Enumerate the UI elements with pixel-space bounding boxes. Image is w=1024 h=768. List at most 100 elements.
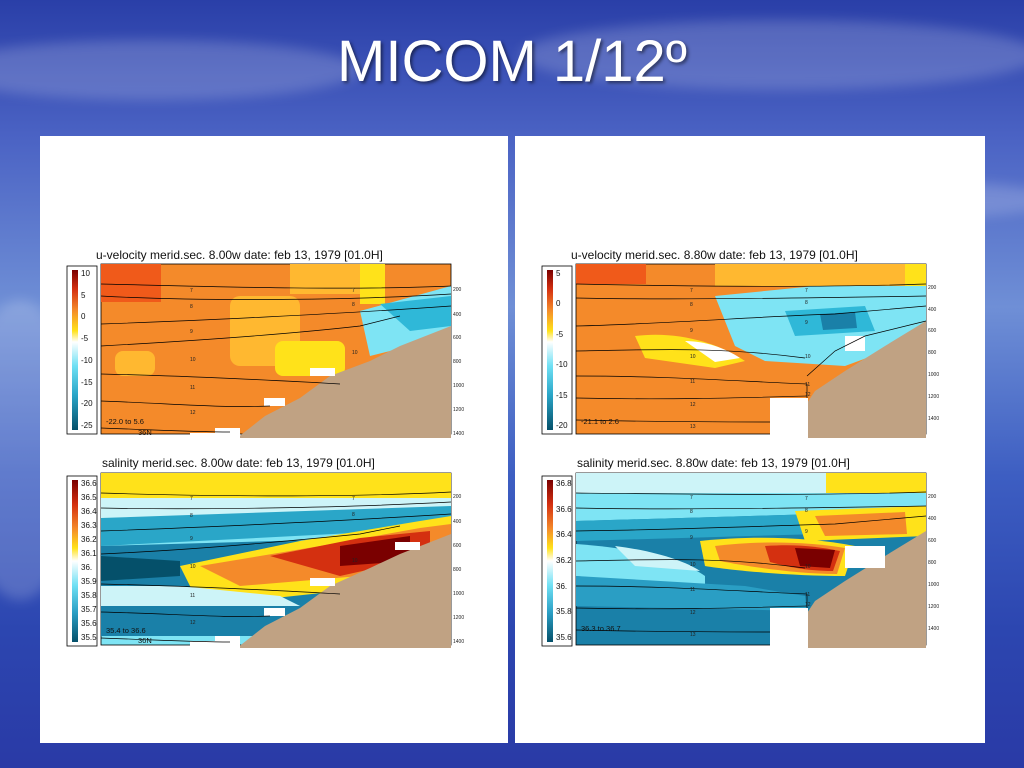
svg-text:12: 12 [690,610,696,616]
svg-text:200: 200 [928,494,937,500]
range-note: 36.3 to 36.7 [581,624,621,633]
svg-text:8: 8 [352,302,355,308]
colorbar-tick-label: 35.6 [556,633,572,642]
svg-text:400: 400 [928,516,937,522]
colorbar-tick-label: 35.6 [81,619,97,628]
svg-text:1400: 1400 [453,639,464,645]
svg-text:400: 400 [928,307,937,313]
svg-text:600: 600 [928,328,937,334]
svg-text:7: 7 [190,496,193,502]
colorbar-tick-label: 35.5 [81,633,97,642]
colorbar-tick-label: -20 [556,421,568,430]
svg-text:200: 200 [453,494,462,500]
svg-text:1400: 1400 [928,626,939,632]
colorbar-tick-label: 36.6 [556,504,572,514]
lat-label: 36N [138,428,152,437]
svg-text:1000: 1000 [453,591,464,597]
svg-text:11: 11 [690,379,695,385]
svg-text:400: 400 [453,519,462,525]
colorbar-tick-label: 36.4 [81,507,97,516]
panels-graphics-left: 7 8 9 10 11 12 7 8 10 200 400 600 800 1000 1200… [66,263,464,648]
colorbar [547,270,553,430]
svg-text:400: 400 [453,312,462,318]
colorbar-tick-label: 36.1 [81,549,97,558]
salinity-880w-plot: 7 8 9 10 11 12 13 7 8 9 10 11 12 200 400 600 800… [541,472,939,648]
svg-text:800: 800 [928,560,937,566]
uvel-800w-plot: 7 8 9 10 11 12 7 8 10 200 400 600 800 1000 1200… [66,263,464,438]
colorbar-tick-label: 36.4 [556,530,572,540]
colorbar-tick-label: -15 [556,390,568,400]
svg-text:10: 10 [190,564,196,570]
colorbar-tick-label: 0 [81,312,86,322]
colorbar-tick-label: 10 [81,269,90,278]
svg-text:11: 11 [805,382,810,388]
svg-text:12: 12 [190,410,196,416]
svg-text:9: 9 [690,535,693,541]
svg-text:10: 10 [805,564,811,570]
colorbar-tick-label: 5 [81,290,86,300]
colorbar-tick-label: -10 [81,355,93,365]
range-note: -22.0 to 5.6 [106,417,144,426]
svg-text:7: 7 [690,495,693,501]
colorbar-tick-label: -15 [81,377,93,387]
svg-text:10: 10 [352,350,358,356]
svg-text:8: 8 [690,509,693,515]
svg-text:1000: 1000 [453,383,464,389]
colorbar-tick-label: 36.3 [81,521,97,530]
chart-title-uvel-800w: u-velocity merid.sec. 8.00w date: feb 13… [96,248,383,262]
svg-text:800: 800 [453,359,462,365]
svg-text:7: 7 [690,288,693,294]
uvel-880w-plot: 7 8 9 10 11 12 13 7 8 9 10 11 12 200 400 600 800… [541,263,939,438]
svg-text:7: 7 [805,288,808,294]
svg-text:200: 200 [453,287,462,293]
salinity-800w-plot: 7 8 9 10 11 12 7 8 10 200 400 600 800 1000 1200… [66,472,464,648]
colorbar-tick-label: -25 [81,421,93,430]
svg-text:8: 8 [805,300,808,306]
slide-title: MICOM 1/12º [337,29,687,94]
colorbar-tick-label: -5 [81,334,89,344]
svg-text:600: 600 [928,538,937,544]
svg-text:12: 12 [805,602,811,608]
svg-text:800: 800 [453,567,462,573]
colorbar-tick-label: -10 [556,360,568,370]
colorbar [72,270,78,430]
svg-text:9: 9 [805,320,808,326]
svg-text:9: 9 [190,329,193,335]
colorbar-tick-label: 36. [81,563,93,572]
colorbar-tick-label: 35.8 [81,591,97,600]
svg-text:1200: 1200 [928,604,939,610]
svg-text:11: 11 [190,593,195,599]
svg-text:13: 13 [690,632,696,638]
svg-text:12: 12 [190,620,196,626]
svg-text:9: 9 [805,529,808,535]
svg-text:12: 12 [690,402,696,408]
svg-text:7: 7 [190,288,193,294]
colorbar-tick-label: -5 [556,329,564,339]
svg-text:8: 8 [190,513,193,519]
svg-text:600: 600 [453,335,462,341]
colorbar-tick-label: 36.5 [81,493,97,502]
svg-text:10: 10 [805,354,811,360]
svg-text:10: 10 [352,558,358,564]
colorbar-tick-label: 35.7 [81,605,97,614]
right-panel: u-velocity merid.sec. 8.80w date: feb 13… [515,136,985,743]
svg-text:7: 7 [805,496,808,502]
svg-text:10: 10 [190,357,196,363]
svg-text:1000: 1000 [928,372,939,378]
svg-text:11: 11 [690,587,695,593]
colorbar-tick-label: 35.8 [556,607,572,617]
svg-text:8: 8 [690,302,693,308]
colorbar [547,480,553,642]
range-note: 35.4 to 36.6 [106,626,146,635]
svg-text:12: 12 [805,392,811,398]
svg-text:8: 8 [190,304,193,310]
svg-text:1200: 1200 [453,407,464,413]
colorbar [72,480,78,642]
colorbar-tick-label: 36.2 [556,556,572,565]
colorbar-tick-label: 0 [556,299,561,309]
svg-text:11: 11 [805,592,810,598]
svg-text:1400: 1400 [928,416,939,422]
svg-text:8: 8 [352,512,355,518]
svg-text:800: 800 [928,350,937,356]
svg-text:1200: 1200 [928,394,939,400]
